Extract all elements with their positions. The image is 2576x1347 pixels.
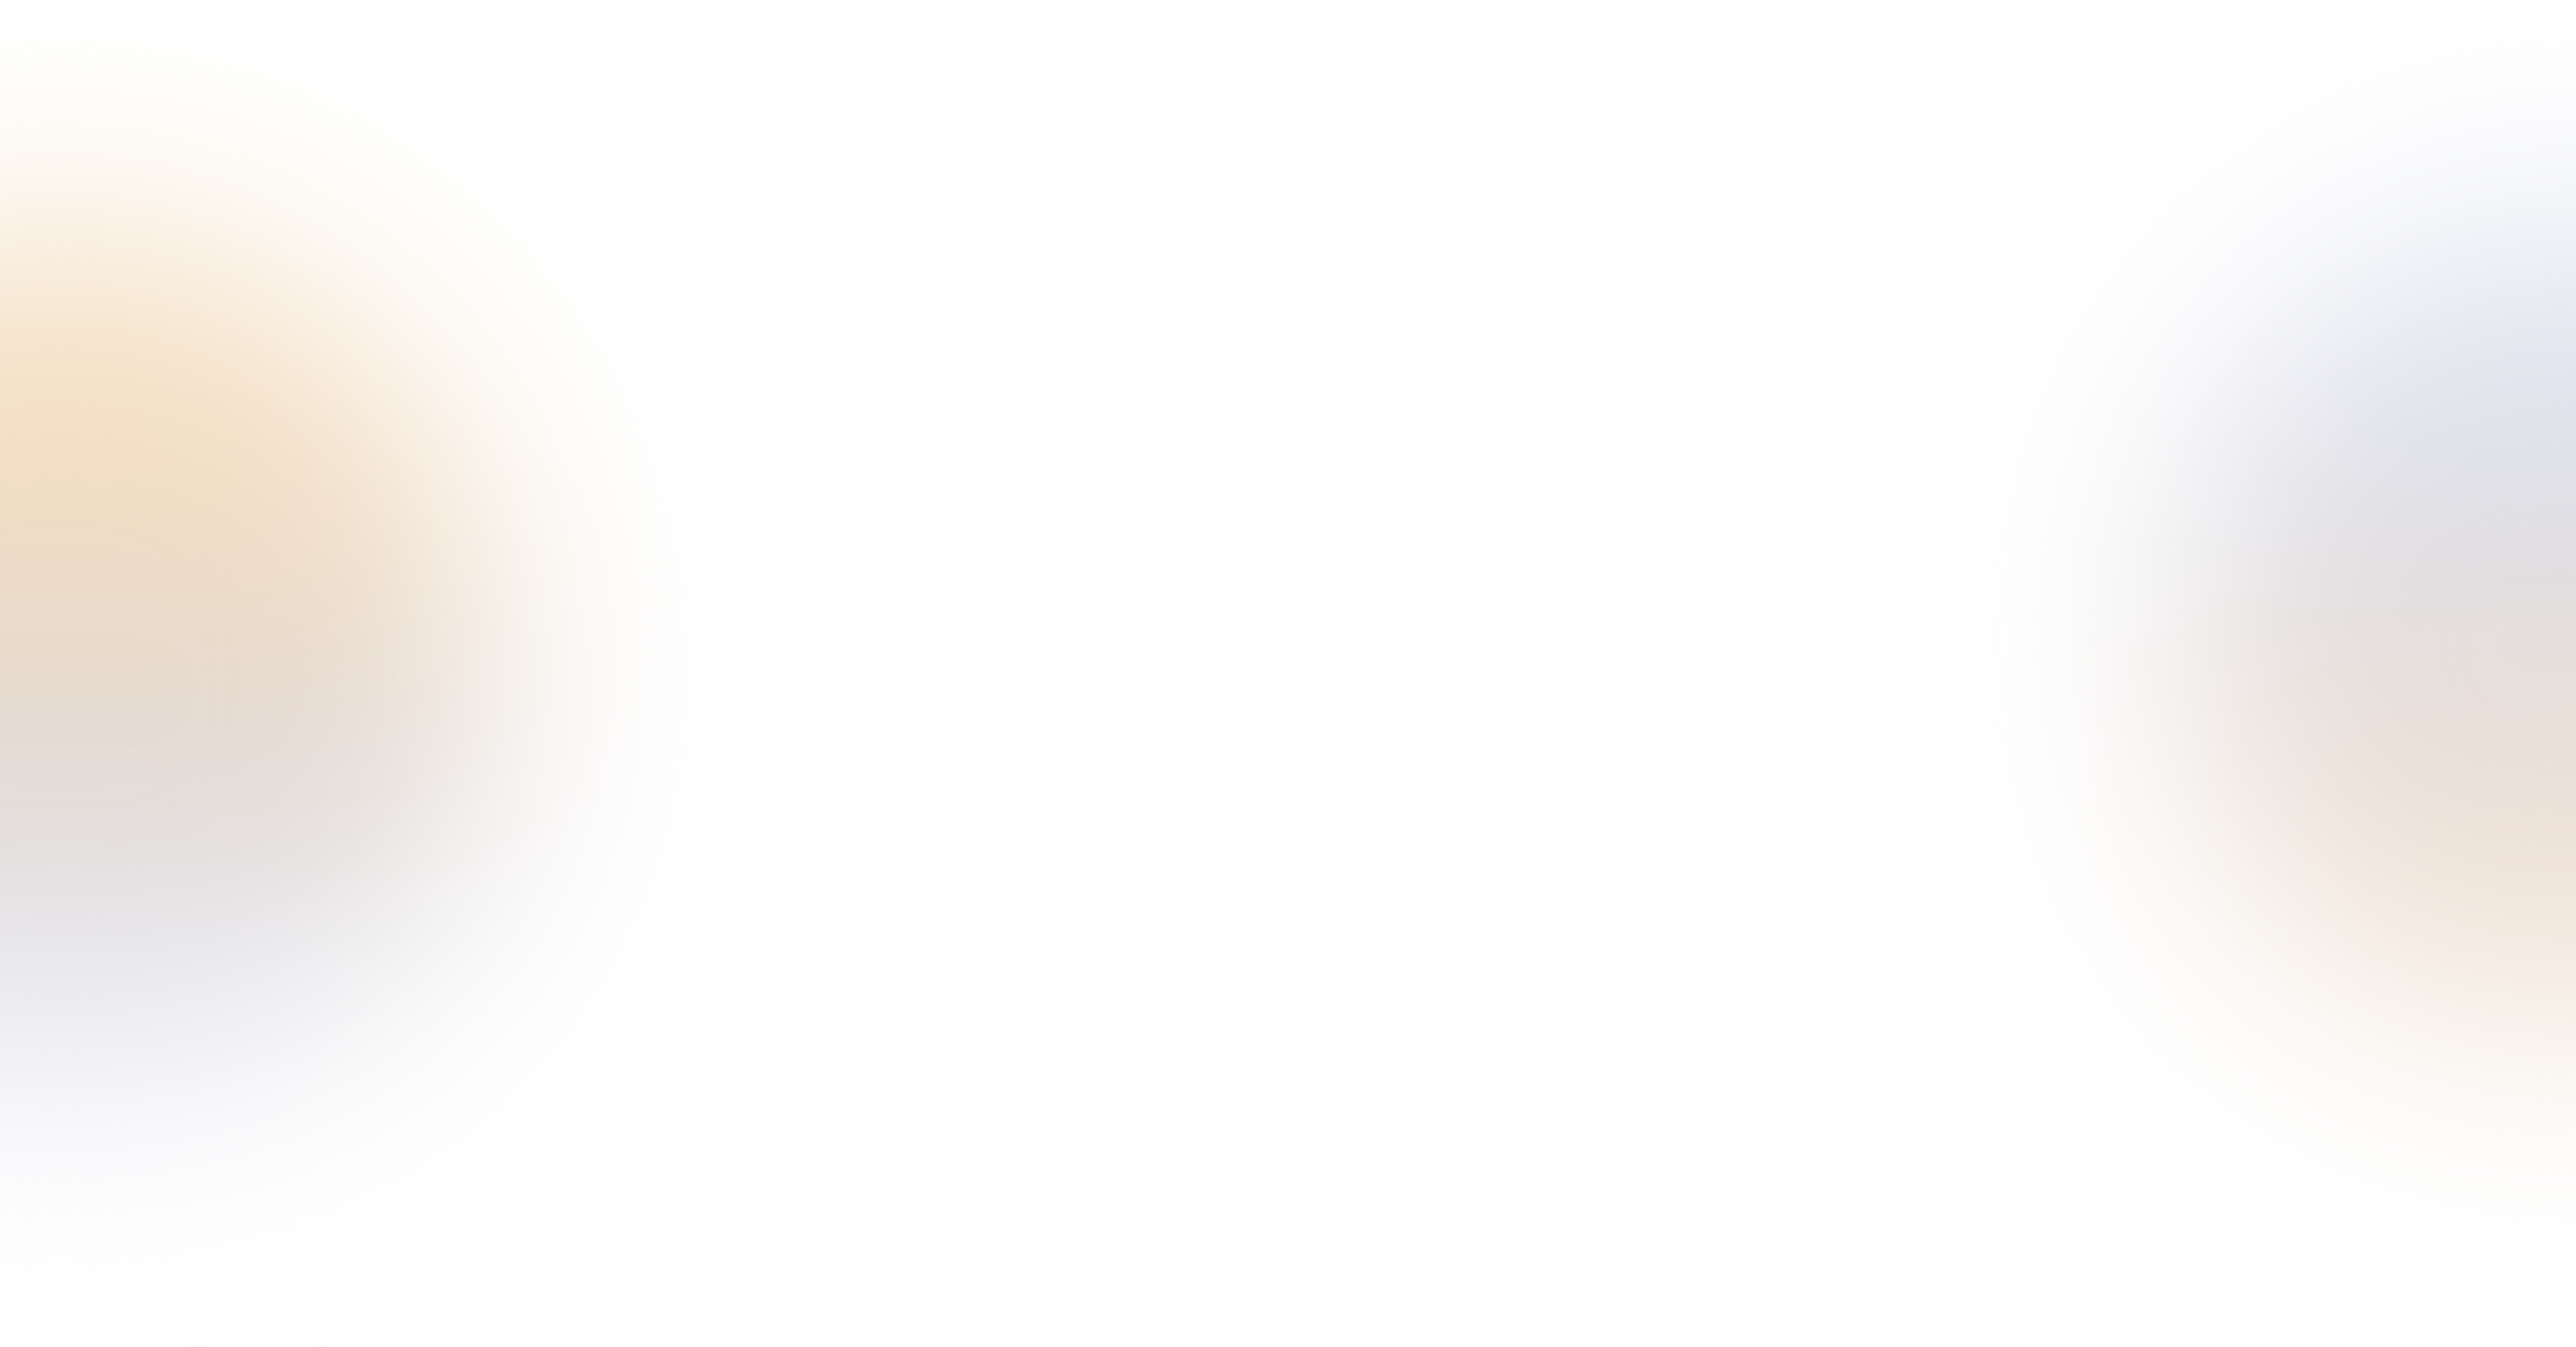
gradient-blob [0, 221, 496, 1127]
gradient-blob [2180, 201, 2576, 1073]
